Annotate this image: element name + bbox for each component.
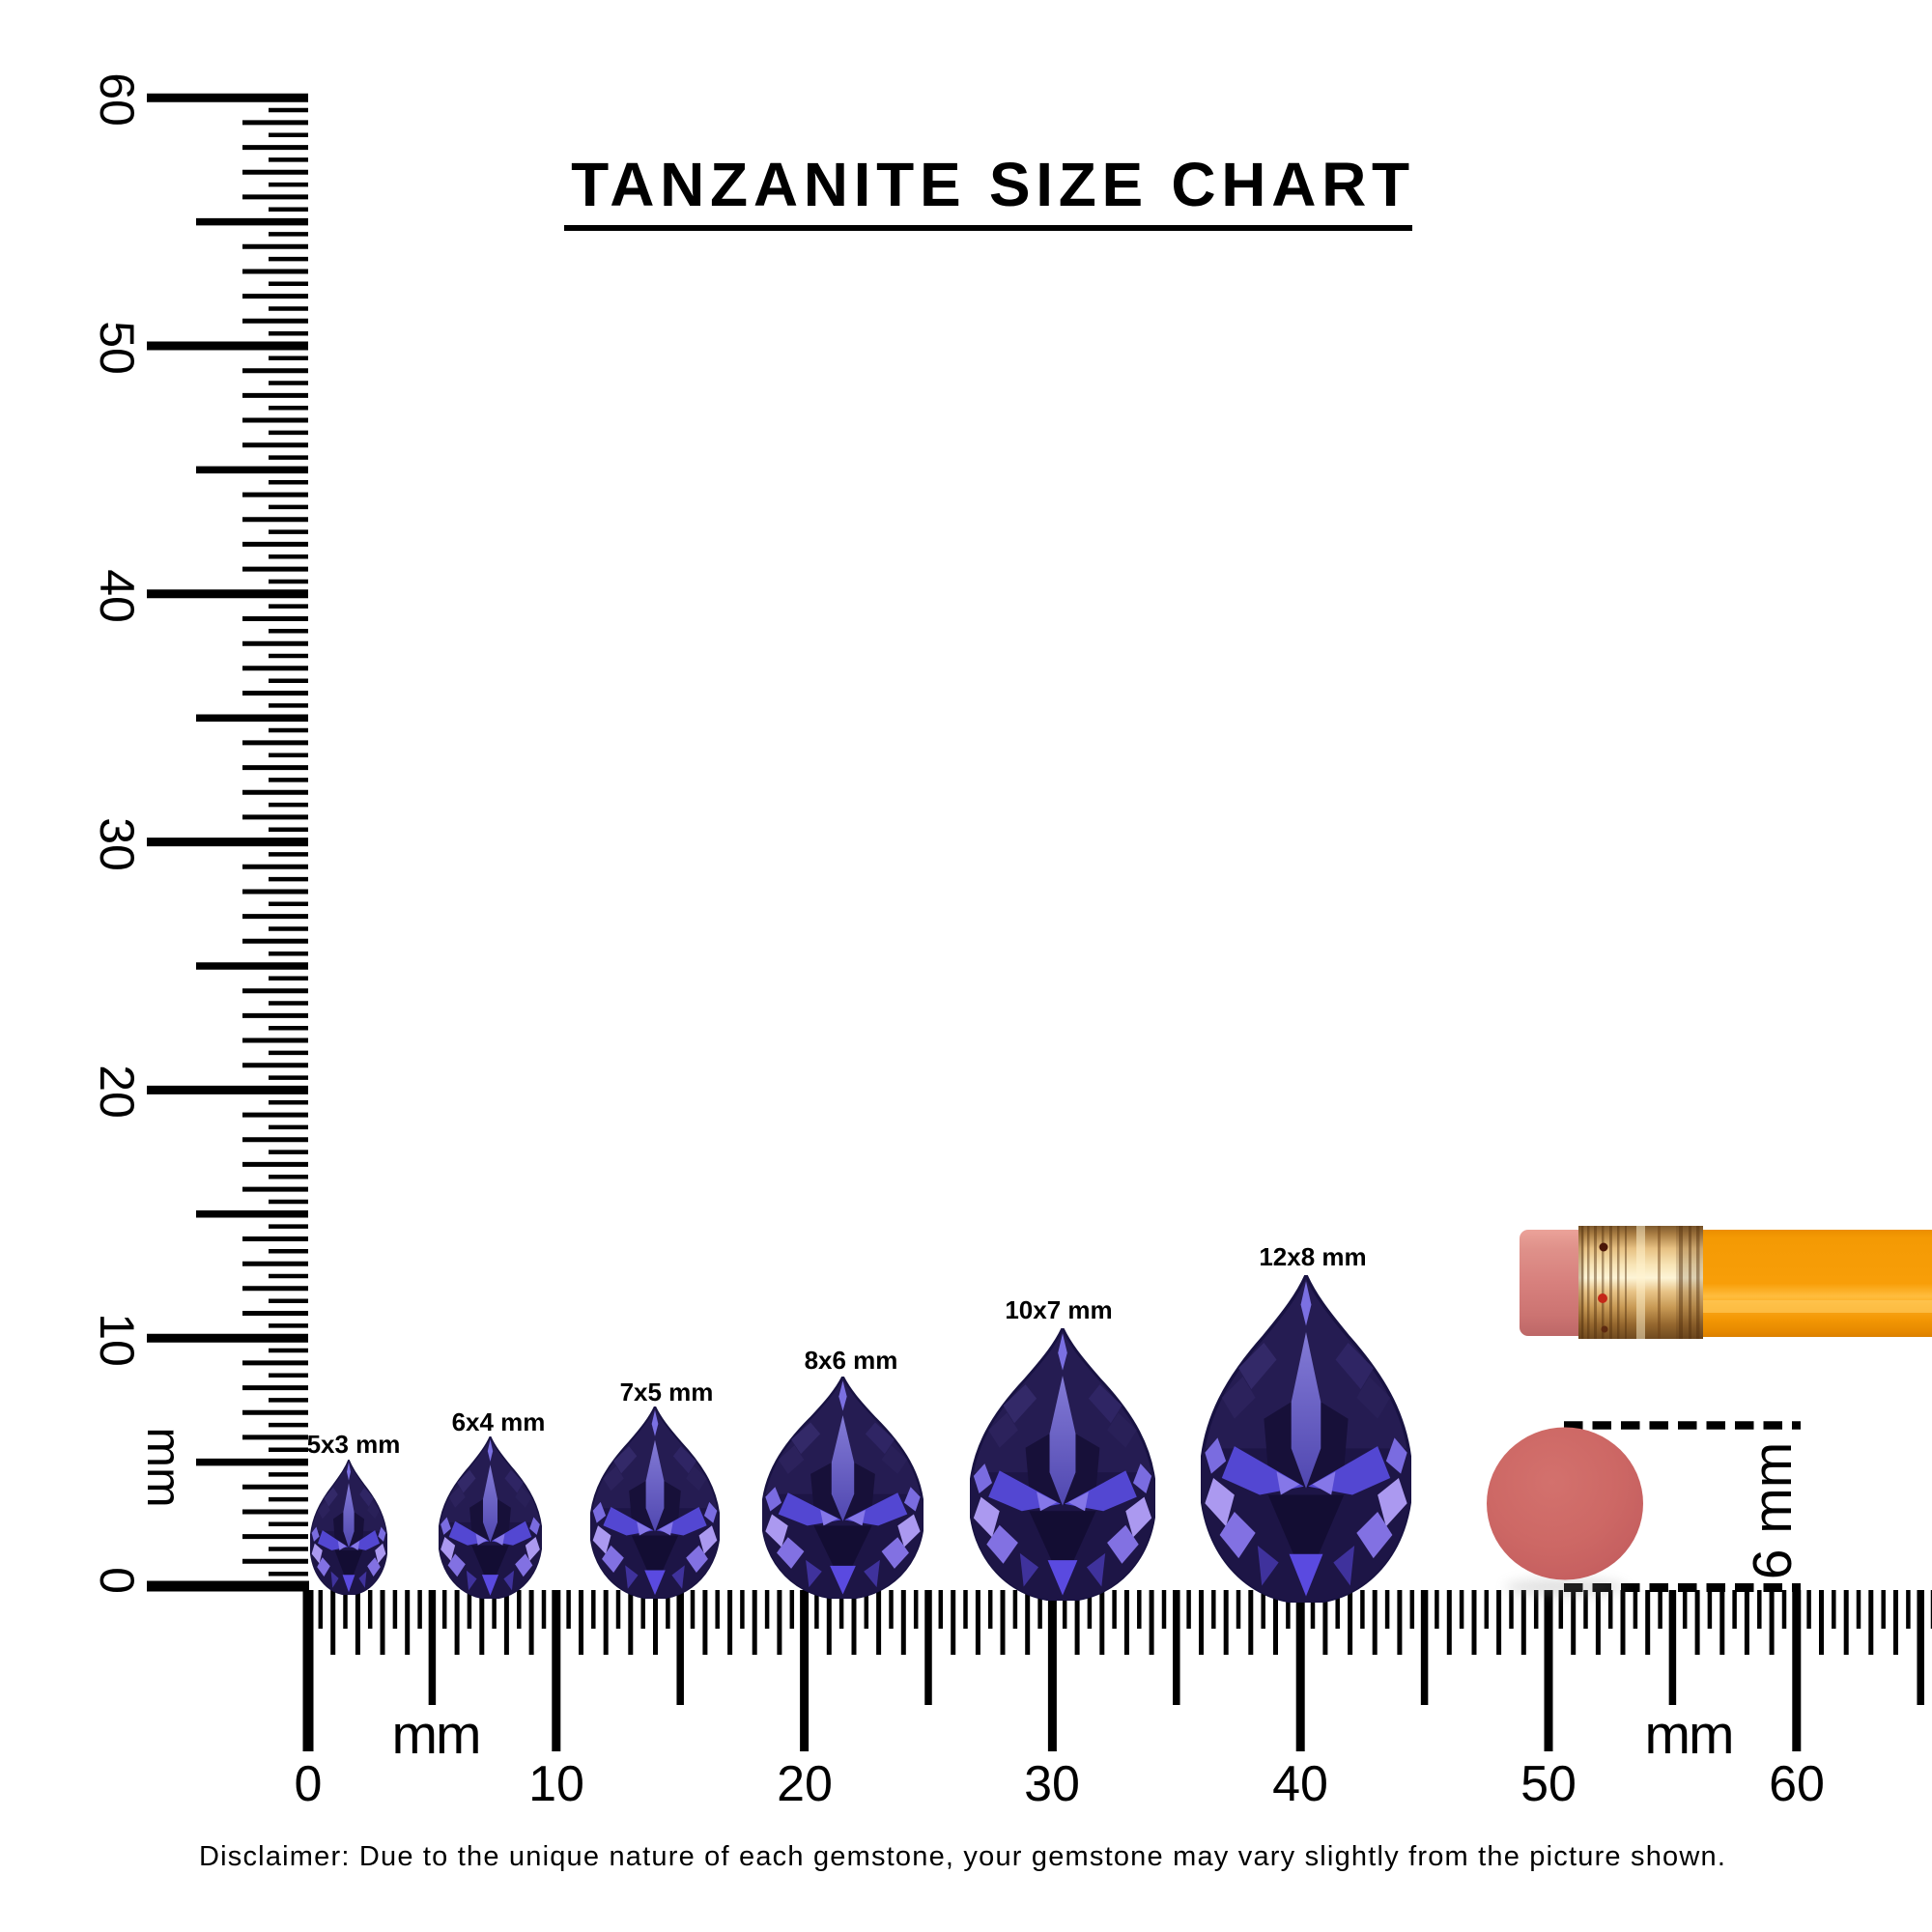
svg-text:0: 0 <box>90 1567 144 1594</box>
svg-text:30: 30 <box>90 817 144 871</box>
svg-text:60: 60 <box>90 72 144 127</box>
svg-text:Disclaimer: Due to the unique: Disclaimer: Due to the unique nature of … <box>199 1841 1726 1872</box>
svg-text:10: 10 <box>90 1313 144 1367</box>
svg-text:6 mm: 6 mm <box>1742 1442 1804 1580</box>
svg-text:50: 50 <box>90 321 144 375</box>
svg-text:40: 40 <box>90 569 144 623</box>
svg-text:0: 0 <box>295 1756 323 1812</box>
svg-text:mm: mm <box>392 1704 480 1766</box>
svg-text:8x6 mm: 8x6 mm <box>805 1346 898 1375</box>
svg-text:60: 60 <box>1769 1756 1825 1812</box>
svg-text:40: 40 <box>1272 1756 1328 1812</box>
svg-text:20: 20 <box>90 1065 144 1119</box>
svg-text:20: 20 <box>777 1756 833 1812</box>
svg-text:12x8 mm: 12x8 mm <box>1259 1242 1366 1271</box>
svg-text:mm: mm <box>1645 1704 1733 1766</box>
svg-text:6x4 mm: 6x4 mm <box>452 1407 546 1436</box>
svg-text:10: 10 <box>528 1756 584 1812</box>
svg-text:10x7 mm: 10x7 mm <box>1005 1295 1112 1324</box>
svg-text:7x5 mm: 7x5 mm <box>620 1378 714 1406</box>
svg-text:50: 50 <box>1520 1756 1577 1812</box>
svg-text:5x3 mm: 5x3 mm <box>307 1430 401 1459</box>
svg-text:30: 30 <box>1024 1756 1080 1812</box>
svg-text:TANZANITE SIZE CHART: TANZANITE SIZE CHART <box>571 150 1415 219</box>
svg-text:mm: mm <box>137 1427 191 1507</box>
